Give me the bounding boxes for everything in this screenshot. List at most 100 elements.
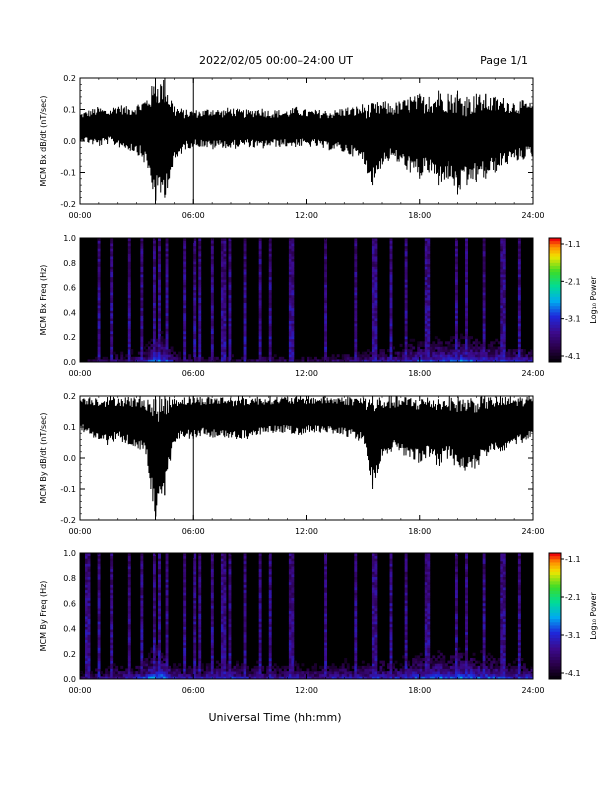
heatmap-cell bbox=[112, 663, 116, 667]
heatmap-cell bbox=[424, 253, 428, 257]
heatmap-cell bbox=[389, 307, 393, 311]
heatmap-cell bbox=[389, 328, 393, 332]
heatmap-cell bbox=[152, 302, 156, 306]
heatmap-cell bbox=[321, 665, 325, 669]
heatmap-cell bbox=[454, 665, 458, 669]
heatmap-cell bbox=[454, 600, 458, 604]
heatmap-cell bbox=[105, 668, 109, 672]
heatmap-cell bbox=[243, 605, 247, 609]
heatmap-cell bbox=[228, 626, 232, 630]
heatmap-cell bbox=[220, 584, 224, 588]
heatmap-cell bbox=[497, 354, 501, 358]
heatmap-cell bbox=[258, 589, 262, 593]
heatmap-cell bbox=[371, 307, 375, 311]
heatmap-cell bbox=[437, 343, 441, 347]
heatmap-cell bbox=[404, 312, 408, 316]
heatmap-cell bbox=[324, 644, 328, 648]
heatmap-cell bbox=[210, 608, 214, 612]
heatmap-cell bbox=[193, 639, 197, 643]
heatmap-cell bbox=[424, 647, 428, 651]
heatmap-cell bbox=[210, 258, 214, 262]
heatmap-cell bbox=[309, 359, 312, 363]
heatmap-cell bbox=[97, 346, 101, 350]
heatmap-cell bbox=[512, 671, 516, 675]
heatmap-cell bbox=[127, 359, 131, 363]
heatmap-cell bbox=[198, 274, 202, 278]
heatmap-cell bbox=[404, 238, 408, 241]
heatmap-cell bbox=[183, 307, 187, 311]
heatmap-cell bbox=[326, 673, 330, 677]
heatmap-cell bbox=[454, 276, 458, 280]
heatmap-cell bbox=[374, 315, 378, 319]
heatmap-cell bbox=[314, 356, 317, 360]
heatmap-cell bbox=[515, 665, 519, 669]
heatmap-cell bbox=[465, 250, 468, 254]
heatmap-cell bbox=[105, 356, 109, 360]
heatmap-cell bbox=[198, 555, 202, 559]
heatmap-cell bbox=[454, 637, 458, 641]
heatmap-cell bbox=[165, 351, 169, 355]
heatmap-cell bbox=[371, 354, 375, 358]
heatmap-cell bbox=[223, 349, 227, 353]
heatmap-cell bbox=[112, 668, 116, 672]
heatmap-cell bbox=[268, 271, 272, 275]
heatmap-cell bbox=[142, 676, 146, 680]
heatmap-cell bbox=[465, 555, 468, 559]
heatmap-cell bbox=[122, 676, 126, 680]
heatmap-cell bbox=[152, 579, 156, 583]
heatmap-cell bbox=[288, 639, 292, 643]
heatmap-cell bbox=[371, 323, 375, 327]
heatmap-cell bbox=[470, 349, 473, 353]
heatmap-cell bbox=[454, 269, 458, 272]
heatmap-cell bbox=[422, 349, 426, 353]
heatmap-cell bbox=[387, 671, 390, 675]
heatmap-cell bbox=[165, 631, 169, 635]
heatmap-cell bbox=[341, 663, 345, 667]
heatmap-cell bbox=[243, 287, 247, 291]
heatmap-cell bbox=[502, 608, 506, 612]
heatmap-cell bbox=[485, 665, 489, 669]
heatmap-cell bbox=[152, 644, 156, 648]
heatmap-cell bbox=[404, 639, 408, 643]
heatmap-cell bbox=[404, 608, 408, 612]
heatmap-cell bbox=[520, 354, 524, 358]
heatmap-cell bbox=[193, 300, 197, 303]
heatmap-cell bbox=[243, 574, 247, 578]
heatmap-cell bbox=[147, 346, 151, 350]
heatmap-cell bbox=[228, 631, 232, 635]
heatmap-cell bbox=[173, 671, 177, 675]
heatmap-cell bbox=[210, 629, 214, 633]
heatmap-cell bbox=[404, 665, 408, 669]
heatmap-cell bbox=[349, 673, 353, 677]
heatmap-cell bbox=[354, 281, 358, 285]
heatmap-cell bbox=[517, 343, 521, 347]
heatmap-cell bbox=[288, 343, 292, 347]
heatmap-cell bbox=[324, 269, 328, 272]
heatmap-cell bbox=[502, 671, 506, 675]
heatmap-cell bbox=[482, 253, 486, 257]
heatmap-cell bbox=[371, 558, 375, 562]
heatmap-cell bbox=[404, 261, 408, 265]
heatmap-cell bbox=[288, 581, 292, 585]
heatmap-cell bbox=[127, 555, 131, 559]
heatmap-cell bbox=[369, 673, 373, 677]
heatmap-cell bbox=[228, 328, 232, 332]
heatmap-cell bbox=[190, 676, 194, 680]
heatmap-cell bbox=[268, 592, 272, 596]
heatmap-cell bbox=[160, 655, 164, 659]
heatmap-cell bbox=[223, 610, 227, 614]
heatmap-cell bbox=[256, 665, 260, 669]
heatmap-cell bbox=[517, 281, 521, 285]
heatmap-cell bbox=[268, 665, 272, 669]
heatmap-cell bbox=[268, 613, 272, 617]
heatmap-cell bbox=[374, 576, 378, 580]
heatmap-cell bbox=[452, 336, 456, 340]
heatmap-cell bbox=[482, 563, 486, 567]
heatmap-cell bbox=[97, 595, 101, 599]
heatmap-cell bbox=[291, 359, 295, 363]
heatmap-cell bbox=[482, 639, 486, 643]
heatmap-cell bbox=[356, 354, 360, 358]
heatmap-cell bbox=[517, 660, 521, 664]
heatmap-cell bbox=[268, 302, 272, 306]
